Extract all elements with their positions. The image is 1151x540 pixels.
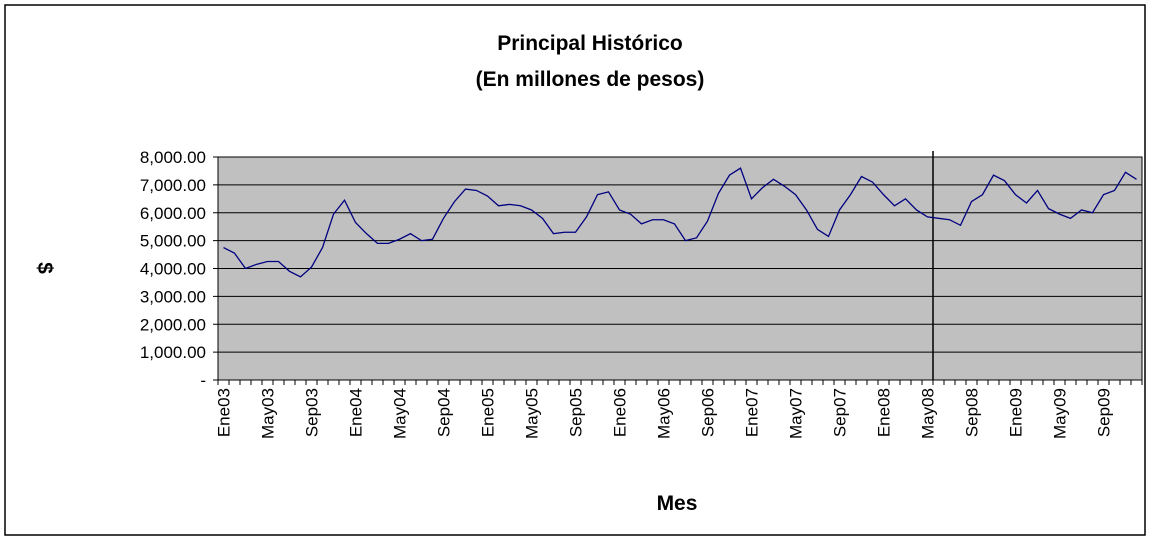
x-tick-label: Ene05 (479, 388, 498, 437)
x-tick-label: Sep07 (831, 388, 850, 437)
x-tick-label: Sep04 (435, 388, 454, 437)
y-tick-label: - (200, 371, 206, 390)
y-tick-label: 7,000.00 (140, 176, 206, 195)
x-tick-label: Sep09 (1095, 388, 1114, 437)
y-tick-label: 3,000.00 (140, 287, 206, 306)
x-tick-label: Sep06 (699, 388, 718, 437)
x-tick-label: Ene03 (215, 388, 234, 437)
x-tick-label: May09 (1051, 388, 1070, 439)
data-line (223, 167, 1137, 278)
y-tick-label: 4,000.00 (140, 260, 206, 279)
chart-title: Principal Histórico (497, 32, 683, 55)
y-tick-label: 1,000.00 (140, 343, 206, 362)
x-tick-label: May08 (919, 388, 938, 439)
y-tick-label: 5,000.00 (140, 232, 206, 251)
x-tick-label: May03 (259, 388, 278, 439)
y-axis-label: $ (33, 262, 56, 274)
x-tick-label: Sep05 (567, 388, 586, 437)
x-tick-label: Sep03 (303, 388, 322, 437)
y-tick-label: 2,000.00 (140, 315, 206, 334)
x-axis-label: Mes (657, 492, 698, 515)
y-tick-label: 8,000.00 (140, 148, 206, 167)
x-tick-label: May05 (523, 388, 542, 439)
x-tick-label: Ene08 (875, 388, 894, 437)
x-tick-label: Ene06 (611, 388, 630, 437)
x-tick-label: Ene09 (1007, 388, 1026, 437)
chart-subtitle: (En millones de pesos) (476, 68, 705, 91)
x-tick-label: Ene04 (347, 388, 366, 437)
x-tick-label: May07 (787, 388, 806, 439)
x-tick-label: May04 (391, 388, 410, 439)
x-tick-label: Ene07 (743, 388, 762, 437)
x-tick-label: Sep08 (963, 388, 982, 437)
x-tick-label: May06 (655, 388, 674, 439)
y-tick-label: 6,000.00 (140, 204, 206, 223)
